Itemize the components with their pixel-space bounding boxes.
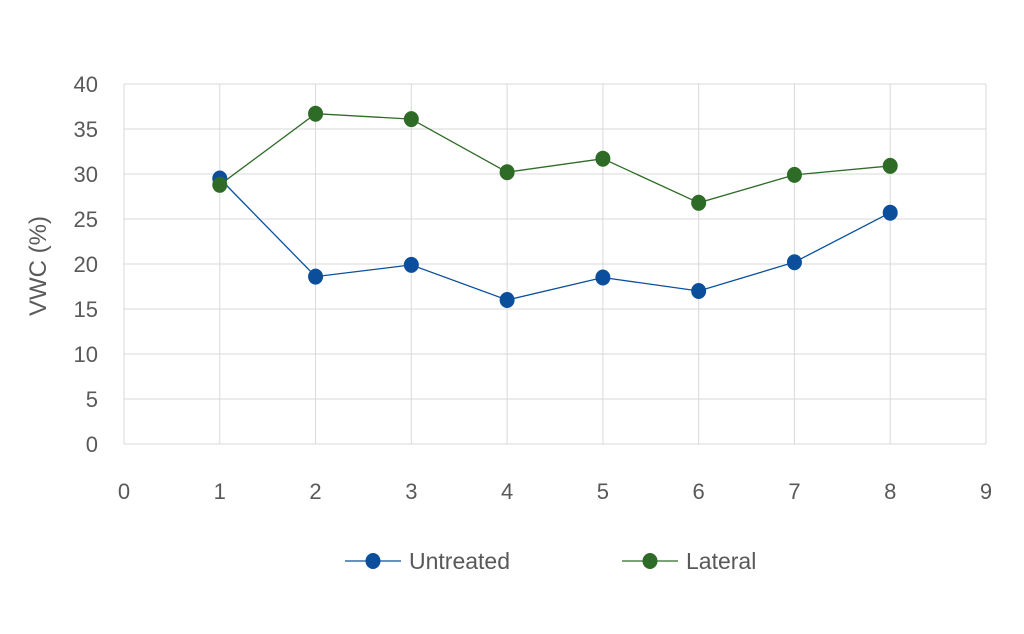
legend: Untreated Lateral (345, 548, 756, 574)
data-point-untreated (308, 268, 324, 285)
x-tick-label: 0 (118, 479, 130, 504)
axis-layer: 0 5 10 15 20 25 30 35 40 0 1 2 3 4 5 6 7 8 9 (74, 72, 993, 504)
x-tick-label: 2 (309, 479, 321, 504)
x-tick-label: 9 (980, 479, 992, 504)
x-tick-label: 4 (501, 479, 513, 504)
series-line-lateral (219, 113, 891, 204)
x-tick-label: 5 (597, 479, 609, 504)
data-point-untreated (499, 292, 515, 308)
y-axis-title: VWC (%) (25, 216, 52, 316)
legend-label-lateral: Lateral (686, 548, 756, 574)
data-point-lateral (691, 194, 707, 211)
data-point-lateral (882, 157, 898, 174)
y-tick-label: 25 (74, 207, 98, 232)
y-tick-label: 20 (74, 252, 98, 277)
data-point-lateral (308, 105, 324, 122)
legend-marker-untreated (365, 553, 381, 569)
data-point-untreated (403, 256, 419, 273)
y-tick-label: 35 (74, 117, 98, 142)
y-tick-label: 10 (74, 342, 98, 367)
data-point-lateral (212, 176, 228, 193)
y-tick-label: 40 (74, 72, 98, 97)
legend-marker-lateral (642, 553, 658, 569)
y-tick-label: 30 (74, 162, 98, 187)
grid-layer (123, 83, 987, 445)
x-tick-label: 3 (405, 479, 417, 504)
data-point-lateral (499, 164, 515, 181)
series-line-untreated (219, 178, 891, 301)
data-point-untreated (786, 254, 802, 271)
y-tick-label: 0 (86, 432, 98, 457)
data-point-untreated (882, 204, 898, 221)
data-point-lateral (595, 150, 611, 167)
data-point-untreated (691, 283, 707, 299)
data-point-lateral (403, 111, 419, 128)
data-point-lateral (786, 166, 802, 183)
x-tick-label: 6 (693, 479, 705, 504)
x-tick-label: 8 (884, 479, 896, 504)
x-tick-label: 1 (214, 479, 226, 504)
y-tick-label: 5 (86, 387, 98, 412)
data-point-untreated (595, 269, 611, 286)
y-tick-label: 15 (74, 297, 98, 322)
series-layer (212, 105, 898, 308)
x-tick-label: 7 (788, 479, 800, 504)
legend-label-untreated: Untreated (409, 548, 510, 574)
